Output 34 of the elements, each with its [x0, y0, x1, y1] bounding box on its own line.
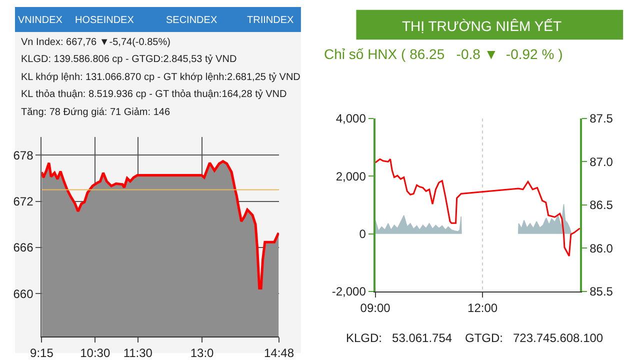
x-tick-label: 10:30 [80, 346, 110, 360]
y2-tick-label: 86.0 [590, 241, 614, 256]
text: KL khớp lệnh: 131.066.870 cp - GT khớp lệnh:2.681,25 tỷ VND [21, 72, 300, 83]
text: KLGD: 139.586.806 cp - GTGD:2.845,53 tỷ VND [21, 54, 237, 65]
x-tick-label: 9:15 [30, 346, 54, 360]
y-tick-label: 678 [13, 148, 34, 162]
y-tick-label: 4,000 [336, 112, 366, 126]
text: VNINDEX [18, 15, 63, 26]
y2-tick-label: 86.5 [590, 198, 614, 212]
text: SECINDEX [166, 15, 218, 26]
y-tick-label: 2,000 [336, 169, 366, 184]
x-tick-label: 14:48 [264, 346, 294, 360]
y2-tick-label: 87.0 [590, 154, 614, 169]
chart-subtitle: Chỉ số HNX ( 86.25 -0.8 ▼ -0.92 % ) [324, 46, 563, 62]
chart-title: Vn Index: 667,76 ▼-5,74(-0.85%) [21, 37, 170, 48]
text: HOSEINDEX [75, 15, 134, 26]
text: Tăng: 78 Đứng giá: 71 Giảm: 146 [21, 107, 170, 118]
x-tick-label: 09:00 [360, 300, 391, 315]
x-tick-label: 13:0 [190, 346, 214, 360]
line-series [375, 158, 580, 257]
text: TRIINDEX [247, 15, 294, 26]
text: GTGD: 723.745.608.100 [465, 331, 604, 345]
y2-tick-label: 85.5 [590, 284, 614, 299]
y-tick-label: 0 [359, 227, 366, 242]
y-tick-label: 666 [13, 240, 34, 255]
x-tick-label: 12:00 [468, 300, 498, 315]
y2-tick-label: 87.5 [590, 112, 614, 126]
text: KLGD: 53.061.754 [346, 331, 452, 345]
y-tick-label: 672 [13, 194, 34, 209]
y-tick-label: 660 [13, 286, 34, 301]
y-tick-label: -2,000 [332, 284, 366, 299]
x-tick-label: 11:30 [123, 346, 153, 360]
chart-title: THỊ TRƯỜNG NIÊM YẾT [402, 18, 562, 34]
text: KL thỏa thuận: 8.519.936 cp - GT thỏa thuận:164,28 tỷ VND [21, 89, 287, 100]
